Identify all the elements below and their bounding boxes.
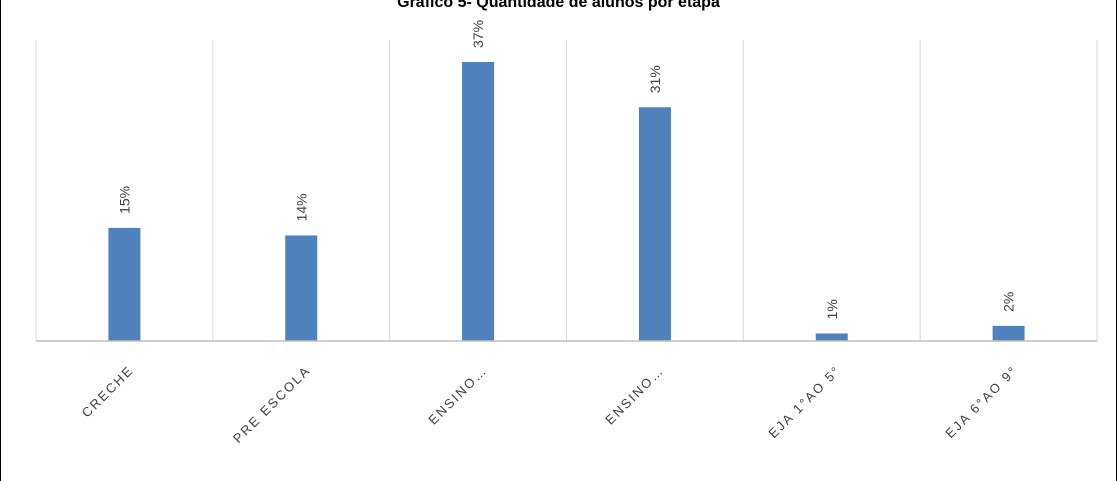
value-label-1: 14% (293, 193, 309, 221)
category-label-1: PRE ESCOLA (230, 363, 314, 447)
bar-3 (638, 107, 671, 341)
bar-0 (108, 227, 141, 341)
value-label-2: 37% (470, 20, 486, 48)
chart-title: Gráfico 5- Quantidade de alunos por etap… (397, 0, 720, 11)
category-label-0: CRECHE (79, 363, 137, 421)
bar-4 (815, 333, 848, 341)
category-label-5: EJA 6°AO 9° (942, 363, 1020, 441)
category-label-3: ENSINO… (602, 363, 667, 428)
value-label-5: 2% (1001, 292, 1017, 312)
value-label-0: 15% (116, 186, 132, 214)
value-label-3: 31% (647, 65, 663, 93)
bar-1 (285, 235, 318, 341)
category-label-2: ENSINO… (425, 363, 490, 428)
category-label-4: EJA 1°AO 5° (765, 363, 843, 441)
bar-5 (992, 325, 1025, 341)
value-label-4: 1% (824, 299, 840, 319)
bar-2 (462, 62, 495, 341)
